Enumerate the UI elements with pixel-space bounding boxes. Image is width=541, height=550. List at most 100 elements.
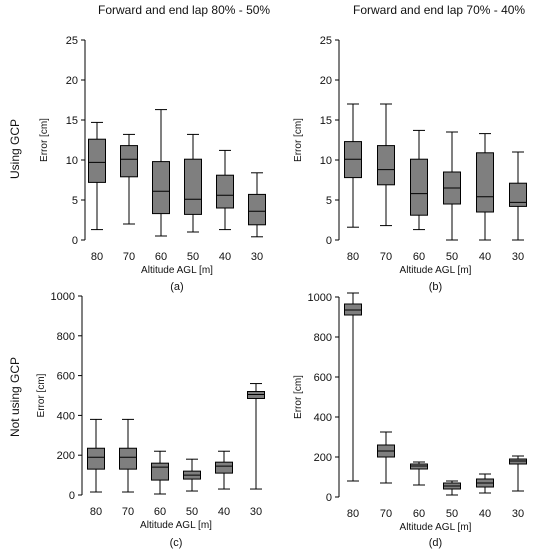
box-50 — [184, 133, 202, 233]
x-tick-label: 70 — [122, 506, 134, 518]
y-tick-label: 15 — [66, 115, 78, 127]
y-tick-label: 600 — [314, 372, 332, 384]
x-tick-label: 70 — [123, 251, 135, 263]
y-tick-label: 0 — [326, 492, 332, 504]
x-tick-label: 30 — [251, 251, 263, 263]
y-tick-label: 20 — [320, 75, 332, 87]
box-iqr — [184, 158, 202, 215]
x-tick-label: 40 — [479, 251, 491, 263]
y-axis-label: Error [cm] — [39, 118, 50, 162]
x-tick-label: 60 — [413, 508, 425, 520]
panel-d: 0 200 400 600 800 1000 Error [cm] 80 70 60 50 40 30 A… — [293, 292, 527, 549]
y-tick-label: 1000 — [308, 292, 332, 304]
x-tick-label: 30 — [512, 251, 524, 263]
panel-label: (d) — [429, 537, 442, 549]
y-tick-label: 0 — [72, 235, 78, 247]
x-tick-label: 60 — [413, 251, 425, 263]
box-iqr — [509, 182, 527, 207]
x-axis-label: Altitude AGL [m] — [141, 265, 213, 276]
box-30 — [509, 455, 527, 492]
x-tick-label: 30 — [512, 508, 524, 520]
box-40 — [476, 473, 494, 494]
box-iqr — [88, 138, 106, 183]
box-60 — [410, 461, 428, 486]
x-tick-label: 80 — [90, 506, 102, 518]
box-40 — [476, 133, 494, 241]
box-80 — [88, 121, 106, 231]
x-tick-label: 50 — [187, 251, 199, 263]
box-iqr — [152, 161, 170, 215]
box-70 — [120, 133, 138, 225]
panel-label: (a) — [170, 281, 183, 293]
box-iqr — [119, 447, 137, 470]
box-40 — [216, 149, 234, 231]
x-tick-label: 40 — [218, 506, 230, 518]
panel-a: 0 5 10 15 20 25 Error [cm] 80 70 60 50 40 30 Altitude… — [39, 35, 266, 293]
box-iqr — [248, 193, 266, 226]
box-iqr — [377, 145, 395, 186]
y-tick-label: 1000 — [51, 291, 75, 303]
y-tick-label: 5 — [326, 195, 332, 207]
x-tick-label: 50 — [446, 251, 458, 263]
box-80 — [344, 292, 362, 482]
box-iqr — [215, 461, 233, 474]
box-50 — [443, 131, 461, 241]
y-tick-label: 10 — [320, 155, 332, 167]
box-iqr — [87, 447, 105, 470]
box-70 — [377, 431, 395, 484]
box-60 — [410, 129, 428, 231]
x-axis-label: Altitude AGL [m] — [140, 520, 212, 531]
x-tick-label: 60 — [155, 251, 167, 263]
x-tick-label: 70 — [380, 251, 392, 263]
box-70 — [119, 418, 137, 493]
x-tick-label: 80 — [347, 251, 359, 263]
x-tick-label: 80 — [347, 508, 359, 520]
y-axis-label: Error [cm] — [293, 118, 304, 162]
x-tick-label: 60 — [154, 506, 166, 518]
y-tick-label: 600 — [57, 371, 75, 383]
y-tick-label: 15 — [320, 115, 332, 127]
box-30 — [509, 151, 527, 241]
x-tick-label: 40 — [479, 508, 491, 520]
box-70 — [377, 103, 395, 227]
y-tick-label: 25 — [66, 35, 78, 47]
y-tick-label: 10 — [66, 155, 78, 167]
box-iqr — [120, 145, 138, 178]
box-80 — [344, 103, 362, 228]
y-tick-label: 200 — [314, 452, 332, 464]
y-tick-label: 800 — [57, 331, 75, 343]
y-tick-label: 200 — [57, 450, 75, 462]
box-50 — [183, 458, 201, 492]
y-tick-label: 25 — [320, 35, 332, 47]
y-tick-label: 5 — [72, 195, 78, 207]
panel-label: (c) — [170, 537, 183, 549]
box-50 — [443, 480, 461, 496]
panel-label: (b) — [429, 281, 442, 293]
x-tick-label: 50 — [186, 506, 198, 518]
column-title-right: Forward and end lap 70% - 40% — [353, 3, 526, 17]
panel-c: 0 200 400 600 800 1000 Error [cm] 80 70 60 50 40 30 A… — [36, 291, 265, 549]
x-axis-label: Altitude AGL [m] — [400, 522, 472, 533]
y-tick-label: 400 — [57, 410, 75, 422]
box-30 — [247, 383, 265, 490]
x-tick-label: 80 — [91, 251, 103, 263]
box-iqr — [151, 462, 169, 481]
box-40 — [215, 450, 233, 490]
panel-b: 0 5 10 15 20 25 Error [cm] 80 70 60 50 40 30 Altitude… — [293, 35, 527, 293]
box-60 — [151, 450, 169, 495]
x-tick-label: 70 — [380, 508, 392, 520]
box-iqr — [476, 152, 494, 213]
y-axis-label: Error [cm] — [36, 373, 47, 417]
x-tick-label: 30 — [250, 506, 262, 518]
y-tick-label: 20 — [66, 75, 78, 87]
box-30 — [248, 172, 266, 238]
box-iqr — [410, 158, 428, 216]
y-tick-label: 0 — [326, 235, 332, 247]
y-tick-label: 400 — [314, 412, 332, 424]
x-tick-label: 50 — [446, 508, 458, 520]
box-60 — [152, 109, 170, 237]
y-tick-label: 800 — [314, 332, 332, 344]
x-tick-label: 40 — [219, 251, 231, 263]
column-title-left: Forward and end lap 80% - 50% — [98, 3, 271, 17]
